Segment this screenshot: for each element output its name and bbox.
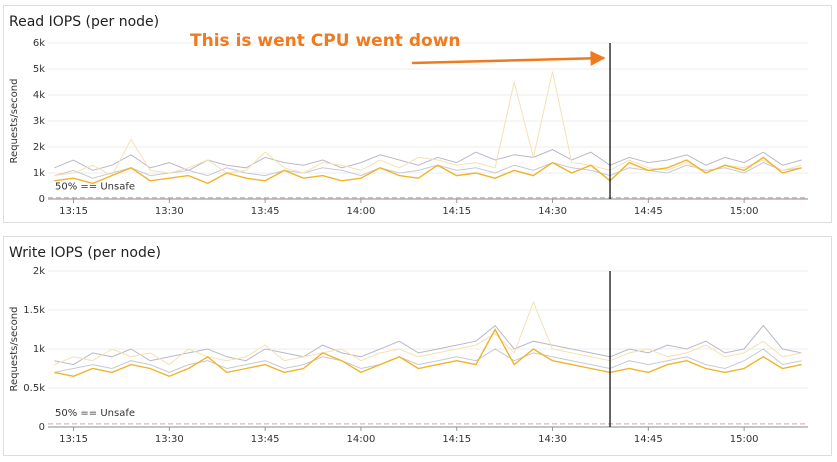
series-line (54, 162, 802, 179)
series-line (54, 324, 802, 366)
x-tick-label: 14:00 (347, 206, 376, 217)
x-tick-label: 14:45 (634, 434, 663, 445)
x-tick-label: 14:45 (634, 206, 663, 217)
y-tick-label: 4k (33, 90, 45, 101)
x-tick-label: 13:15 (59, 206, 88, 217)
panel (3, 5, 832, 223)
panel-title: Read IOPS (per node) (9, 14, 159, 30)
series-line (54, 156, 802, 185)
series-line (54, 348, 802, 373)
series-line (54, 149, 802, 171)
x-tick-label: 13:30 (155, 206, 184, 217)
y-tick-label: 1k (33, 168, 45, 179)
series-line (54, 71, 802, 177)
y-tick-label: 1.5k (23, 305, 45, 316)
threshold-label: 50% == Unsafe (55, 182, 135, 193)
y-tick-label: 1k (33, 344, 45, 355)
x-tick-label: 13:45 (251, 434, 280, 445)
x-tick-label: 14:30 (538, 206, 567, 217)
x-tick-label: 13:15 (59, 434, 88, 445)
x-tick-label: 14:00 (347, 434, 376, 445)
x-tick-label: 13:30 (155, 434, 184, 445)
y-tick-label: 2k (33, 266, 45, 277)
y-axis-label: Requests/second (9, 79, 20, 164)
series-line (54, 328, 802, 378)
panel-title: Write IOPS (per node) (9, 245, 161, 261)
y-tick-label: 0 (39, 422, 45, 433)
y-tick-label: 5k (33, 64, 45, 75)
y-tick-label: 2k (33, 142, 45, 153)
x-tick-label: 14:15 (442, 434, 471, 445)
x-tick-label: 14:15 (442, 206, 471, 217)
y-tick-label: 6k (33, 38, 45, 49)
threshold-label: 50% == Unsafe (55, 408, 135, 419)
series-line (54, 300, 802, 366)
annotation: This is went CPU went down (190, 31, 461, 51)
x-tick-label: 15:00 (730, 206, 759, 217)
x-tick-label: 13:45 (251, 206, 280, 217)
y-tick-label: 0.5k (23, 383, 45, 394)
x-tick-label: 14:30 (538, 434, 567, 445)
x-tick-label: 15:00 (730, 434, 759, 445)
y-tick-label: 3k (33, 116, 45, 127)
y-tick-label: 0 (39, 194, 45, 205)
y-axis-label: Requests/second (9, 307, 20, 392)
annotation-arrow (411, 50, 606, 66)
